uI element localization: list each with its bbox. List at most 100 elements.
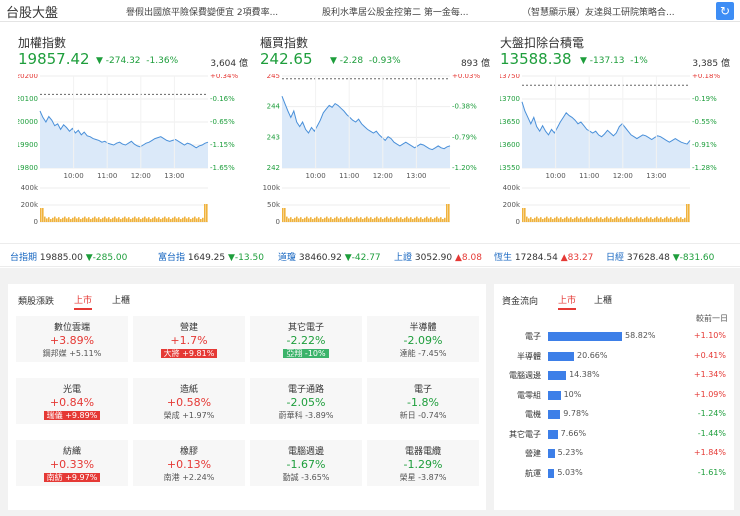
volume-bar — [648, 218, 650, 222]
sector-leader[interactable]: 南紡 +9.97% — [43, 473, 101, 482]
volume-bar — [414, 217, 416, 222]
volume-bar — [68, 217, 70, 222]
sector-cell[interactable]: 光電 +0.84% 瑞儀 +9.89% — [16, 378, 128, 424]
ticker-item[interactable]: 台指期 19885.00 ▼-285.00 — [10, 253, 128, 263]
news-headline-1[interactable]: 譽假出國旅平險保費變便宜 2項費率... — [126, 8, 279, 18]
sector-cell[interactable]: 電腦週邊 -1.67% 勤誠 -3.65% — [250, 440, 362, 486]
sector-leader[interactable]: 達能 -7.45% — [399, 349, 447, 358]
flow-row[interactable]: 電子 58.82% +1.10% — [498, 328, 728, 344]
volume-bar — [130, 219, 132, 222]
refresh-icon[interactable]: ↻ — [716, 2, 734, 20]
sector-change: +0.84% — [49, 396, 95, 409]
sector-cell[interactable]: 橡膠 +0.13% 南港 +2.24% — [133, 440, 245, 486]
volume-bar — [594, 217, 596, 222]
flow-change: +1.10% — [693, 331, 726, 340]
x-tick-label: 13:00 — [646, 172, 666, 180]
ticker-item[interactable]: 道瓊 38460.92 ▼-42.77 — [278, 253, 381, 263]
sector-leader[interactable]: 瑞儀 +9.89% — [43, 411, 101, 420]
volume-bar — [390, 217, 392, 222]
flow-row[interactable]: 營建 5.23% +1.84% — [498, 445, 728, 461]
sector-leader[interactable]: 榮成 +1.97% — [163, 411, 215, 420]
tab-listed[interactable]: 上市 — [74, 291, 93, 310]
volume-bar — [640, 217, 642, 222]
flow-change: +1.84% — [693, 448, 726, 457]
volume-bar — [118, 217, 120, 222]
volume-bar — [196, 218, 198, 222]
sector-cell[interactable]: 數位雲端 +3.89% 鋼邦媒 +5.11% — [16, 316, 128, 362]
volume-bar — [148, 217, 150, 222]
tab-listed[interactable]: 上市 — [558, 291, 577, 310]
volume-bar — [396, 216, 398, 222]
volume-tick-label: 400k — [503, 184, 521, 192]
volume-bar — [136, 218, 138, 222]
flow-row[interactable]: 電腦週邊 14.38% +1.34% — [498, 367, 728, 383]
sector-cell[interactable]: 紡織 +0.33% 南紡 +9.97% — [16, 440, 128, 486]
sector-leader[interactable]: 蔚華科 -3.89% — [278, 411, 334, 420]
sector-leader[interactable]: 新日 -0.74% — [399, 411, 447, 420]
volume-bar — [408, 218, 410, 222]
volume-bar — [582, 219, 584, 222]
volume-bar — [152, 217, 154, 222]
volume-bar — [100, 219, 102, 222]
volume-bar — [292, 219, 294, 222]
volume-bar — [562, 219, 564, 222]
flow-row[interactable]: 航運 5.03% -1.61% — [498, 465, 728, 481]
flow-row[interactable]: 半導體 20.66% +0.41% — [498, 348, 728, 364]
sector-leader[interactable]: 大將 +9.81% — [160, 349, 218, 358]
sector-cell[interactable]: 造紙 +0.58% 榮成 +1.97% — [133, 378, 245, 424]
volume-bar — [612, 219, 614, 222]
news-headline-3[interactable]: （智慧顯示展）友達與工研院策略合... — [522, 8, 675, 18]
sector-leader[interactable]: 榮星 -3.87% — [399, 473, 447, 482]
volume-bar — [524, 208, 526, 222]
volume-bar — [290, 217, 292, 222]
sector-name: 橡膠 — [179, 447, 198, 457]
flow-row[interactable]: 電零組 10% +1.09% — [498, 387, 728, 403]
volume-bar — [544, 217, 546, 222]
tab-otc[interactable]: 上櫃 — [112, 296, 131, 306]
volume-bar — [366, 216, 368, 222]
sector-leader[interactable]: 勤誠 -3.65% — [282, 473, 330, 482]
sector-leader[interactable]: 南港 +2.24% — [163, 473, 215, 482]
panel-otc[interactable]: 櫃買指數 242.65 ▼ -2.28 -0.93% 893 億 245 244 2… — [260, 34, 496, 234]
volume-bar — [634, 217, 636, 222]
volume-bar — [324, 217, 326, 222]
sector-cell[interactable]: 電子 -1.8% 新日 -0.74% — [367, 378, 479, 424]
volume-bar — [626, 216, 628, 222]
y-tick-label: 13600 — [500, 141, 520, 149]
panel-ex-tsmc[interactable]: 大盤扣除台積電 13588.38 ▼ -137.13 -1% 3,385 億 1… — [500, 34, 736, 234]
volume-bar — [566, 216, 568, 222]
panel-volume: 893 億 — [460, 59, 490, 69]
sector-cell[interactable]: 電子通路 -2.05% 蔚華科 -3.89% — [250, 378, 362, 424]
sector-cell[interactable]: 半導體 -2.09% 達能 -7.45% — [367, 316, 479, 362]
panel-volume: 3,385 億 — [692, 59, 730, 69]
news-headline-2[interactable]: 股利水準居公股金控第二 第一金每... — [322, 8, 469, 18]
flow-bar — [548, 468, 555, 478]
volume-bar — [584, 217, 586, 222]
flow-share: 9.78% — [563, 409, 589, 418]
ticker-item[interactable]: 日經 37628.48 ▼-831.60 — [606, 253, 715, 263]
volume-bar — [318, 218, 320, 222]
sector-cell[interactable]: 電器電纜 -1.29% 榮星 -3.87% — [367, 440, 479, 486]
ticker-item[interactable]: 富台指 1649.25 ▼-13.50 — [158, 253, 264, 263]
tab-otc[interactable]: 上櫃 — [594, 296, 613, 306]
volume-bar — [386, 216, 388, 222]
sector-cell[interactable]: 營建 +1.7% 大將 +9.81% — [133, 316, 245, 362]
volume-bar — [574, 217, 576, 222]
volume-bar — [186, 218, 188, 222]
volume-bar — [160, 219, 162, 222]
panel-taiex[interactable]: 加權指數 19857.42 ▼ -274.32 -1.36% 3,604 億 2… — [18, 34, 254, 234]
volume-bar — [74, 216, 76, 222]
sector-cell[interactable]: 其它電子 -2.22% 亞翔 -10% — [250, 316, 362, 362]
volume-tick-label: 200k — [503, 201, 521, 209]
price-line — [281, 96, 451, 151]
ticker-item[interactable]: 恆生 17284.54 ▲83.27 — [494, 253, 594, 263]
sector-leader[interactable]: 亞翔 -10% — [283, 349, 329, 358]
panel-change: ▼ -137.13 -1% — [580, 56, 648, 66]
flow-row[interactable]: 電機 9.78% -1.24% — [498, 406, 728, 422]
ticker-item[interactable]: 上證 3052.90 ▲8.08 — [394, 253, 482, 263]
volume-bar — [418, 218, 420, 222]
flow-row[interactable]: 其它電子 7.66% -1.44% — [498, 426, 728, 442]
volume-bar — [174, 216, 176, 222]
volume-bar — [638, 218, 640, 222]
sector-leader[interactable]: 鋼邦媒 +5.11% — [42, 349, 102, 358]
